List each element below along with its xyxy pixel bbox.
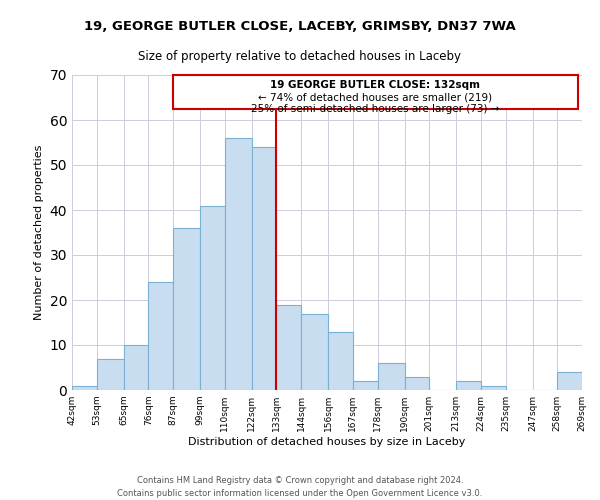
X-axis label: Distribution of detached houses by size in Laceby: Distribution of detached houses by size … [188, 437, 466, 447]
Bar [200, 206, 225, 390]
Bar [301, 314, 328, 390]
Bar [557, 372, 582, 390]
Bar [404, 376, 429, 390]
Bar [97, 358, 124, 390]
Bar [481, 386, 506, 390]
Text: ← 74% of detached houses are smaller (219): ← 74% of detached houses are smaller (21… [258, 92, 493, 102]
Bar [148, 282, 173, 390]
Bar [173, 228, 200, 390]
Bar [72, 386, 97, 390]
Text: Contains HM Land Registry data © Crown copyright and database right 2024.: Contains HM Land Registry data © Crown c… [137, 476, 463, 485]
Text: Size of property relative to detached houses in Laceby: Size of property relative to detached ho… [139, 50, 461, 63]
Y-axis label: Number of detached properties: Number of detached properties [34, 145, 44, 320]
Bar [377, 363, 404, 390]
Text: Contains public sector information licensed under the Open Government Licence v3: Contains public sector information licen… [118, 488, 482, 498]
Text: 19 GEORGE BUTLER CLOSE: 132sqm: 19 GEORGE BUTLER CLOSE: 132sqm [271, 80, 481, 90]
Bar [173, 75, 578, 109]
Bar [124, 345, 148, 390]
Bar [252, 147, 277, 390]
Text: 25% of semi-detached houses are larger (73) →: 25% of semi-detached houses are larger (… [251, 104, 500, 114]
Bar [456, 381, 481, 390]
Bar [353, 381, 377, 390]
Bar [328, 332, 353, 390]
Text: 19, GEORGE BUTLER CLOSE, LACEBY, GRIMSBY, DN37 7WA: 19, GEORGE BUTLER CLOSE, LACEBY, GRIMSBY… [84, 20, 516, 33]
Bar [225, 138, 252, 390]
Bar [277, 304, 301, 390]
